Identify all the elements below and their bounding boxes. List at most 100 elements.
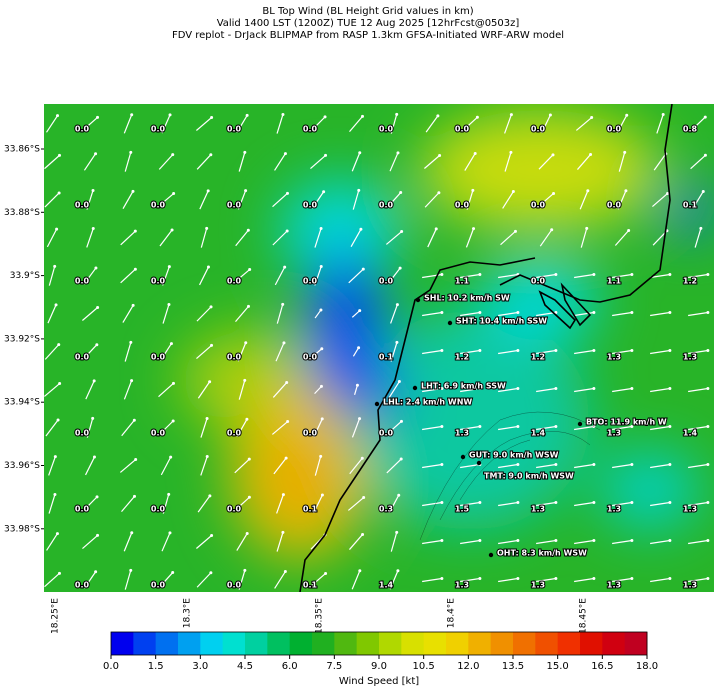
arrow-head [399,457,403,461]
bl-height-value: 0.0 [75,429,90,438]
wind-arrow [238,152,246,172]
colorbar-tick-label: 16.5 [591,661,613,672]
wind-arrow [650,349,670,355]
arrow-head [630,539,634,543]
arrow-head [55,227,59,231]
arrow-head [209,571,213,575]
arrow-head [440,311,444,315]
bl-height-value: 0.8 [683,125,698,134]
wind-arrow [422,577,442,583]
arrow-head [167,492,171,496]
wind-arrow [688,273,708,279]
arrow-head [440,349,444,353]
arrow-head [210,533,214,537]
bl-height-value: 1.4 [379,581,394,590]
wind-arrow [460,463,480,469]
arrow-head [244,341,248,345]
wind-arrow [121,419,135,437]
wind-arrow [196,572,212,588]
arrow-head [129,568,133,572]
wind-arrow [272,230,288,246]
wind-arrow [124,152,132,172]
wind-arrow [123,114,133,134]
arrow-head [706,539,710,543]
bl-height-value: 1.3 [531,581,545,590]
wind-arrow [386,458,402,474]
bl-height-value: 0.0 [303,277,318,286]
bl-height-value: 1.3 [683,505,697,514]
arrow-head [53,455,57,459]
colorbar-cell [535,632,559,655]
wind-arrow [650,539,670,545]
wind-arrow [422,387,442,393]
arrow-head [478,273,482,277]
arrow-head [247,495,251,499]
bl-height-value: 0.0 [151,353,166,362]
arrow-head [357,188,361,192]
arrow-head [668,425,672,429]
arrow-head [586,189,590,193]
arrow-head [703,115,707,119]
wind-arrow [272,382,288,398]
wind-arrow [612,425,632,431]
colorbar-cell [379,632,402,655]
arrow-head [57,153,61,157]
arrow-head [167,265,171,269]
bl-height-value: 0.0 [531,125,546,134]
wind-arrow [422,425,442,431]
arrow-head [360,114,364,118]
wind-arrow [612,463,632,469]
wind-arrow [199,266,209,286]
arrow-head [478,311,482,315]
arrow-head [440,463,444,467]
wind-arrow [161,114,171,134]
wind-arrow [158,382,174,398]
arrow-head [475,115,479,119]
wind-arrow [498,463,518,469]
arrow-head [132,494,136,498]
wind-arrow [310,572,326,588]
arrow-head [94,152,98,156]
wind-arrow [574,463,594,469]
wind-arrow [612,273,632,279]
wind-arrow [85,456,95,476]
wind-arrow [422,463,442,469]
arrow-head [623,150,627,154]
arrow-head [552,191,556,195]
arrow-head [319,226,323,230]
arrow-head [625,113,629,117]
wind-arrow [574,425,594,431]
colorbar-cell [401,632,425,655]
arrow-head [630,311,634,315]
wind-arrow [313,348,323,356]
arrow-head [91,416,95,420]
lat-label: 33.9°S [10,271,41,281]
arrow-head [171,419,175,423]
title-line: BL Top Wind (BL Height Grid values in km… [262,6,473,17]
arrow-head [95,495,99,499]
wind-arrow [158,572,174,588]
arrow-head [516,387,520,391]
arrow-head [478,577,482,581]
colorbar-cell [334,632,358,655]
wind-arrow [498,349,518,355]
arrow-head [206,189,210,193]
arrow-head [243,378,247,382]
bl-height-value: 0.0 [151,277,166,286]
bl-height-value: 0.0 [303,429,318,438]
wind-arrow [688,349,708,355]
arrow-head [129,340,133,344]
wind-arrow [274,153,286,171]
colorbar-tick-label: 1.5 [148,661,164,672]
colorbar-tick-label: 3.0 [192,661,208,672]
wind-arrow [196,154,212,170]
colorbar-cell [468,632,492,655]
colorbar-label: Wind Speed [kt] [339,676,419,687]
wind-arrow [237,190,247,210]
colorbar-cell [513,632,536,655]
arrow-head [699,226,703,230]
wind-arrow [349,457,363,475]
wind-arrow [460,501,480,507]
wind-arrow [349,116,363,132]
